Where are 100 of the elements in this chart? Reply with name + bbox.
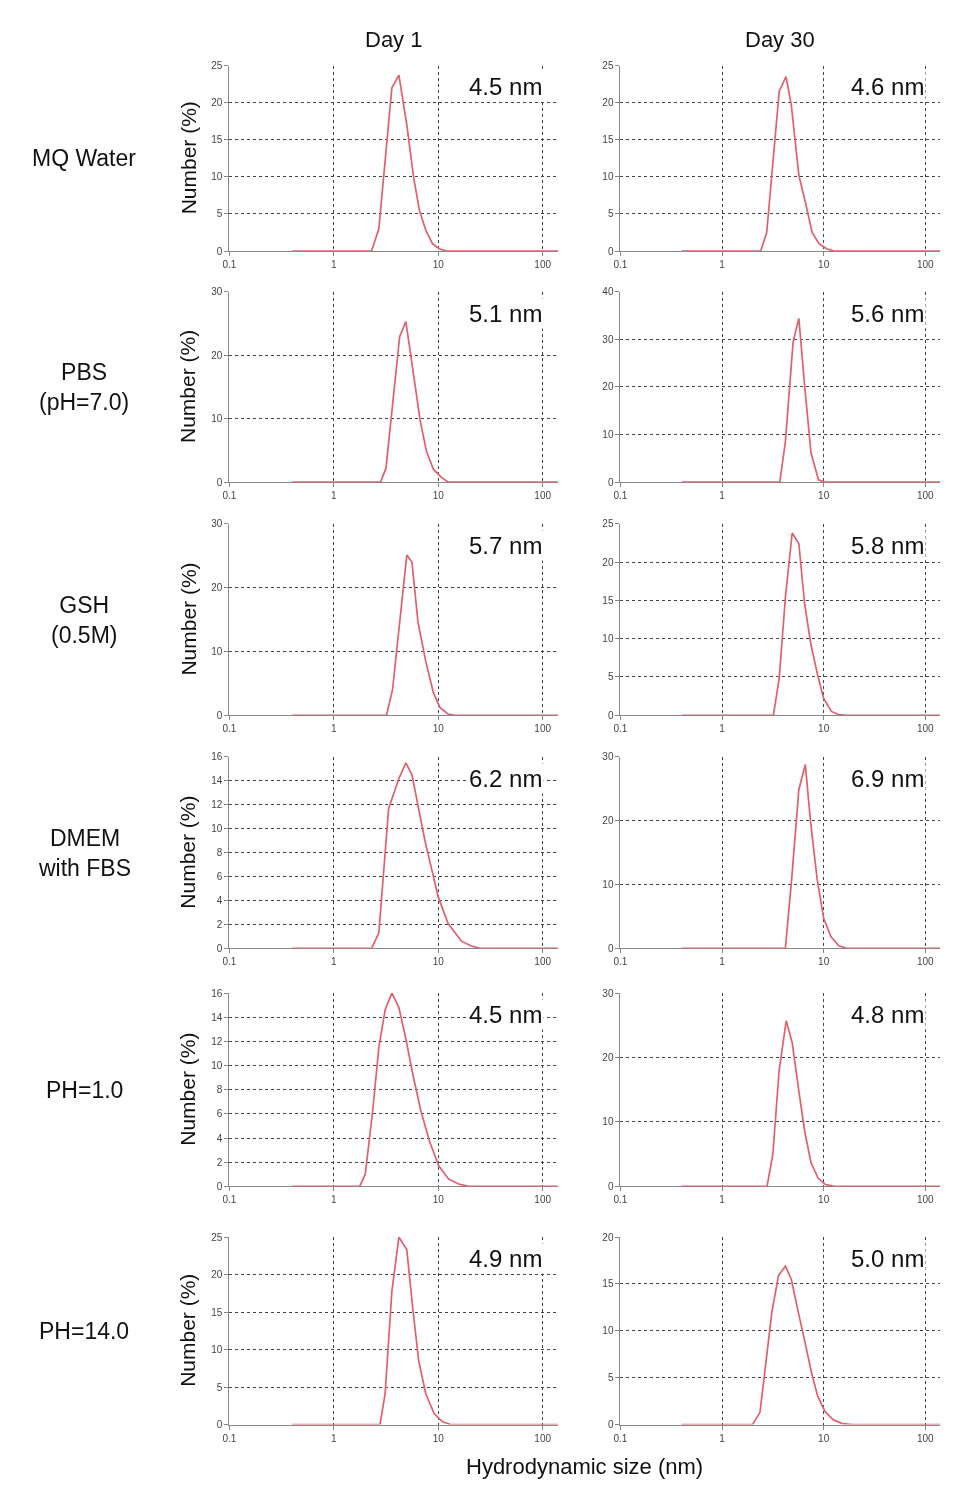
x-tick-label: 100 xyxy=(916,956,935,968)
x-tick-label: 10 xyxy=(818,723,830,735)
x-tick-label: 100 xyxy=(916,490,935,502)
y-axis-title: Number (%) xyxy=(176,1032,200,1146)
y-tick-label: 14 xyxy=(211,1011,223,1023)
x-tick-label: 1 xyxy=(719,956,726,968)
y-tick-label: 20 xyxy=(211,349,223,361)
text: PH=14.0 xyxy=(39,1318,130,1344)
y-tick-label: 30 xyxy=(602,987,614,999)
x-tick-label: 10 xyxy=(432,490,445,502)
y-axis-title: Number (%) xyxy=(176,329,200,443)
y-tick-label: 0 xyxy=(607,245,614,257)
y-tick-label: 20 xyxy=(602,1051,614,1063)
x-tick-label: 0.1 xyxy=(613,1194,628,1206)
y-tick-label: 15 xyxy=(211,1306,223,1318)
x-tick-label: 1 xyxy=(331,1432,338,1444)
x-tick-label: 100 xyxy=(534,723,552,735)
x-tick-label: 10 xyxy=(432,1194,445,1206)
y-axis-title: Number (%) xyxy=(176,101,200,215)
y-tick-label: 0 xyxy=(607,1419,614,1431)
y-tick-label: 4 xyxy=(216,895,223,907)
y-tick-label: 6 xyxy=(216,871,223,883)
x-tick-label: 0.1 xyxy=(222,1194,237,1206)
x-tick-label: 0.1 xyxy=(222,1432,237,1444)
y-tick-label: 10 xyxy=(602,633,614,645)
annotation: 5.8 nm xyxy=(851,532,925,559)
y-tick-label: 4 xyxy=(216,1132,223,1144)
x-tick-label: 10 xyxy=(818,956,830,968)
y-tick-label: 5 xyxy=(216,208,223,220)
y-tick-label: 20 xyxy=(602,97,614,109)
x-tick-label: 10 xyxy=(818,1432,830,1444)
y-tick-label: 0 xyxy=(216,1180,223,1192)
x-tick-label: 0.1 xyxy=(222,259,237,271)
y-tick-label: 10 xyxy=(211,645,223,657)
y-axis-title: Number (%) xyxy=(176,795,200,909)
y-tick-label: 5 xyxy=(607,208,614,220)
y-tick-label: 0 xyxy=(216,245,223,257)
y-tick-label: 10 xyxy=(211,413,223,425)
y-tick-label: 8 xyxy=(216,1084,223,1096)
y-tick-label: 0 xyxy=(607,1180,614,1192)
y-tick-label: 16 xyxy=(211,751,223,763)
y-tick-label: 10 xyxy=(602,171,614,183)
text: GSH (0.5M) xyxy=(51,592,118,648)
chart-title: Day 30 xyxy=(745,27,815,52)
annotation: 4.6 nm xyxy=(851,73,925,100)
x-tick-label: 0.1 xyxy=(222,490,237,502)
x-axis-title: Hydrodynamic size (nm) xyxy=(466,1454,704,1479)
x-tick-label: 100 xyxy=(534,490,552,502)
y-tick-label: 10 xyxy=(211,1060,223,1072)
y-tick-label: 0 xyxy=(216,942,223,954)
y-tick-label: 6 xyxy=(216,1108,223,1120)
x-tick-label: 10 xyxy=(432,1432,445,1444)
text: DMEM with FBS xyxy=(38,825,132,881)
x-tick-label: 0.1 xyxy=(613,956,628,968)
y-tick-label: 15 xyxy=(602,594,614,606)
x-tick-label: 1 xyxy=(331,1194,338,1206)
x-tick-label: 1 xyxy=(331,490,338,502)
y-tick-label: 12 xyxy=(211,1035,223,1047)
annotation: 6.9 nm xyxy=(851,765,925,792)
annotation: 4.9 nm xyxy=(469,1245,543,1272)
x-tick-label: 10 xyxy=(818,490,830,502)
y-tick-label: 0 xyxy=(607,942,614,954)
y-tick-label: 10 xyxy=(602,1116,614,1128)
x-tick-label: 100 xyxy=(916,259,935,271)
y-tick-label: 16 xyxy=(211,987,223,999)
y-tick-label: 15 xyxy=(602,134,614,146)
x-tick-label: 10 xyxy=(818,259,830,271)
y-tick-label: 20 xyxy=(211,97,223,109)
y-tick-label: 25 xyxy=(211,60,223,72)
y-tick-label: 40 xyxy=(602,286,614,298)
y-tick-label: 25 xyxy=(211,1231,223,1243)
x-tick-label: 10 xyxy=(432,956,445,968)
y-axis-title: Number (%) xyxy=(176,562,200,676)
text: MQ Water xyxy=(32,145,137,171)
annotation: 5.6 nm xyxy=(851,300,925,327)
y-tick-label: 5 xyxy=(216,1381,223,1393)
y-tick-label: 0 xyxy=(607,709,614,721)
y-tick-label: 10 xyxy=(602,879,614,891)
y-tick-label: 0 xyxy=(216,709,223,721)
y-tick-label: 30 xyxy=(602,751,614,763)
y-tick-label: 12 xyxy=(211,799,223,811)
y-tick-label: 15 xyxy=(602,1278,614,1290)
y-tick-label: 10 xyxy=(211,823,223,835)
annotation: 6.2 nm xyxy=(469,765,543,792)
x-tick-label: 1 xyxy=(719,1194,726,1206)
x-tick-label: 0.1 xyxy=(613,259,628,271)
y-tick-label: 20 xyxy=(211,582,223,594)
y-tick-label: 30 xyxy=(211,518,223,530)
x-tick-label: 10 xyxy=(818,1194,830,1206)
y-tick-label: 15 xyxy=(211,134,223,146)
y-tick-label: 2 xyxy=(216,1156,223,1168)
annotation: 5.0 nm xyxy=(851,1245,925,1272)
y-tick-label: 10 xyxy=(211,1344,223,1356)
y-tick-label: 0 xyxy=(216,1419,223,1431)
x-tick-label: 1 xyxy=(719,1432,726,1444)
x-tick-label: 0.1 xyxy=(613,723,628,735)
y-tick-label: 20 xyxy=(602,815,614,827)
y-tick-label: 5 xyxy=(607,671,614,683)
y-tick-label: 20 xyxy=(602,1231,614,1243)
chart-title: Day 1 xyxy=(365,27,423,52)
